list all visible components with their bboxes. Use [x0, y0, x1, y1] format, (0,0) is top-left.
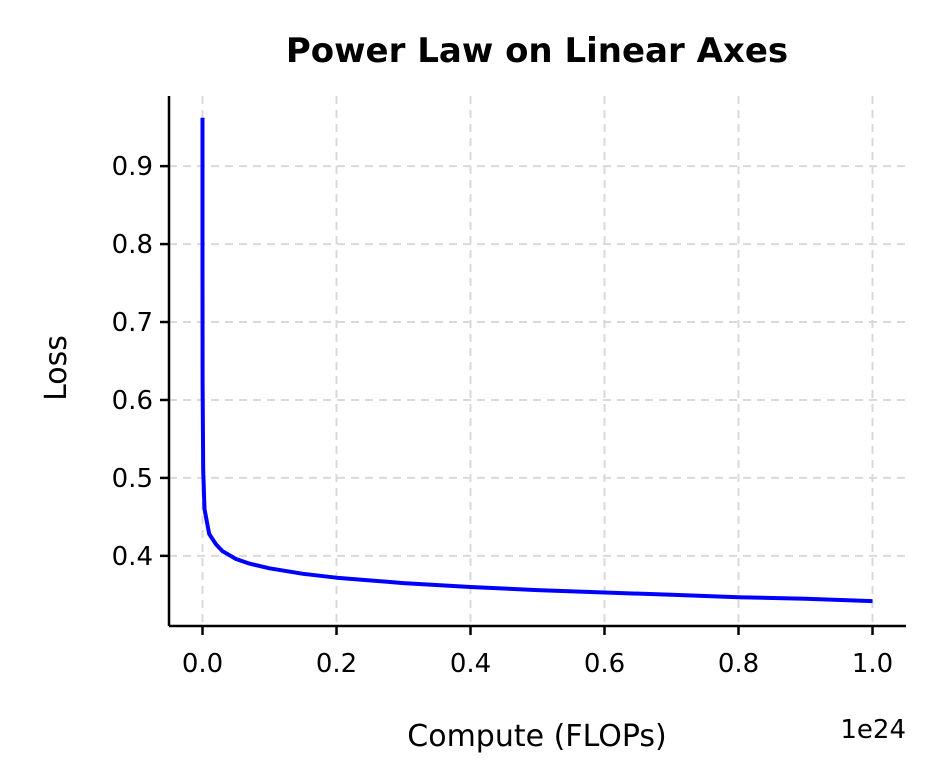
x-axis-offset-label: 1e24 — [840, 715, 906, 745]
x-tick-label: 1.0 — [852, 649, 893, 679]
y-tick-label: 0.6 — [112, 386, 153, 416]
y-tick-label: 0.9 — [112, 152, 153, 182]
y-tick-label: 0.5 — [112, 464, 153, 494]
series-layer — [200, 117, 873, 604]
x-tick-label: 0.4 — [450, 649, 491, 679]
chart-title: Power Law on Linear Axes — [286, 31, 788, 71]
axes — [167, 96, 906, 628]
x-tick-label: 0.6 — [584, 649, 625, 679]
x-tick-label: 0.8 — [718, 649, 759, 679]
y-tick-label: 0.8 — [112, 230, 153, 260]
grid — [169, 96, 906, 626]
loss-curve-line — [200, 117, 873, 604]
x-tick-label: 0.0 — [182, 649, 223, 679]
y-tick-label: 0.4 — [112, 542, 153, 572]
x-axis-label: Compute (FLOPs) — [407, 719, 666, 754]
x-tick-label: 0.2 — [316, 649, 357, 679]
ticks: 0.0 0.2 0.4 0.6 0.8 1.0 0.4 0.5 0.6 0.7 0.8 0.9 — [112, 152, 894, 679]
y-axis-label: Loss — [39, 335, 74, 401]
y-tick-label: 0.7 — [112, 308, 153, 338]
